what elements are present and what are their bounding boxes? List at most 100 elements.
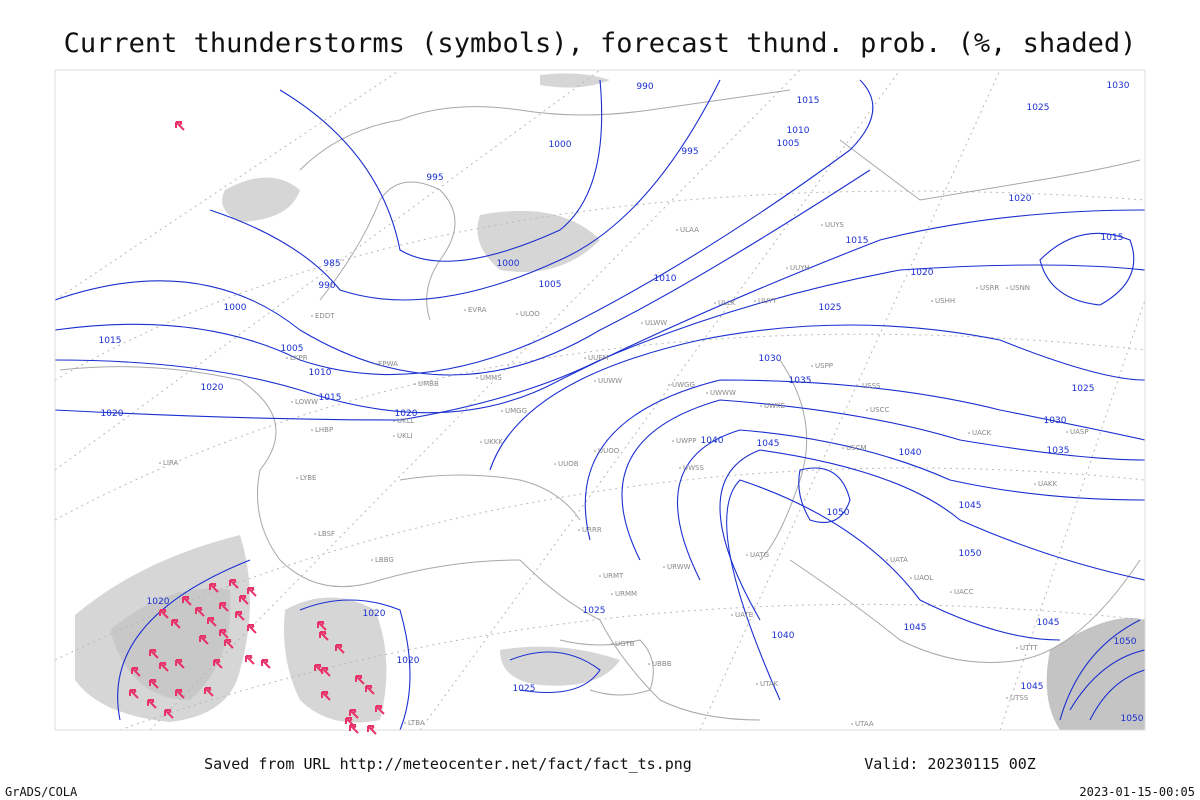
isobar-label: 1025 [583,606,606,616]
isobar-label: 1020 [395,409,418,419]
borders [59,89,1141,721]
isobar-label: 1025 [513,684,536,694]
storm-symbol [129,689,139,699]
isobar-label: 1050 [827,508,850,518]
storm-symbol [349,724,359,734]
isobar-label: 1020 [147,597,170,607]
station-label: UUYH [790,264,810,272]
station-dot [374,363,376,365]
storm-symbol [317,621,327,631]
station-dot [1016,647,1018,649]
station-label: UWSS [683,464,704,472]
storm-symbol [375,705,385,715]
storm-symbol [365,685,375,695]
station-label: UWKE [764,402,785,410]
station-dot [858,385,860,387]
station-label: UTSS [1010,694,1029,702]
station-dot [760,405,762,407]
station-dot [663,566,665,568]
station-dot [968,432,970,434]
station-label: UUOB [558,460,579,468]
isobar-label: 1010 [309,368,332,378]
isobar-label: 1015 [797,96,820,106]
isobar-label: 985 [323,259,340,269]
station-label: LHBP [315,426,333,434]
station-dot [1006,697,1008,699]
station-dot [594,380,596,382]
station-dot [464,309,466,311]
station-dot [594,450,596,452]
station-dot [731,614,733,616]
station-label: LIRA [163,459,179,467]
station-label: UUYY [758,297,778,305]
station-dot [756,683,758,685]
isobar-label: 1030 [759,354,782,364]
station-label: UASP [1070,428,1089,436]
station-label: LBBG [375,556,394,564]
title: Current thunderstorms (symbols), forecas… [64,28,1137,59]
station-dot [1006,287,1008,289]
station-dot [851,723,853,725]
station-label: UATE [735,611,753,619]
station-label: LOWW [295,398,318,406]
isobar-label: 1000 [549,140,572,150]
isobar-label: 1045 [959,501,982,511]
station-label: UTTT [1020,644,1038,652]
station-dot [910,577,912,579]
isobar-label: 1020 [201,383,224,393]
isobar-label: 995 [426,173,443,183]
station-dot [584,357,586,359]
isobar-label: 1010 [787,126,810,136]
isobar-label: 1040 [899,448,922,458]
isobar-label: 1030 [1044,416,1067,426]
station-dot [842,447,844,449]
station-dot [314,533,316,535]
storm-symbol [159,609,169,619]
storm-symbol [159,662,169,672]
station-label: USRR [980,284,999,292]
isobar-label: 1005 [777,139,800,149]
storm-symbol [335,644,345,654]
isobar-label: 1045 [1021,682,1044,692]
station-dot [611,643,613,645]
station-label: USCM [846,444,867,452]
storm-symbol [207,617,217,627]
station-label: UUEM [588,354,609,362]
isobar-label: 990 [318,281,335,291]
station-label: UAKK [1038,480,1058,488]
station-label: ULWW [645,319,667,327]
station-label: UUYS [825,221,845,229]
storm-symbol [182,596,192,606]
isobar-label: 1000 [224,303,247,313]
station-dot [393,420,395,422]
station-dot [291,401,293,403]
station-dot [404,722,406,724]
isobar-label: 1045 [757,439,780,449]
station-dot [679,467,681,469]
station-label: LYBE [300,474,316,482]
storm-symbol [219,629,229,639]
isobar-label: 1025 [1072,384,1095,394]
station-label: UGTB [615,640,635,648]
station-label: UAOL [914,574,933,582]
storm-symbol [247,587,257,597]
storm-symbol [321,667,331,677]
isobar-label: 1015 [319,393,342,403]
station-label: UACC [954,588,974,596]
storm-symbol [149,649,159,659]
station-label: ULAA [680,226,699,234]
station-dot [676,229,678,231]
storm-symbol [175,659,185,669]
station-dot [931,300,933,302]
isobar-label: 995 [681,147,698,157]
station-label: UTAK [760,680,779,688]
station-dot [811,365,813,367]
station-label: UUOO [598,447,620,455]
station-dot [648,663,650,665]
station-dot [668,384,670,386]
shading [75,73,1145,730]
station-dot [501,410,503,412]
station-dot [950,591,952,593]
station-label: LTBA [408,719,425,727]
